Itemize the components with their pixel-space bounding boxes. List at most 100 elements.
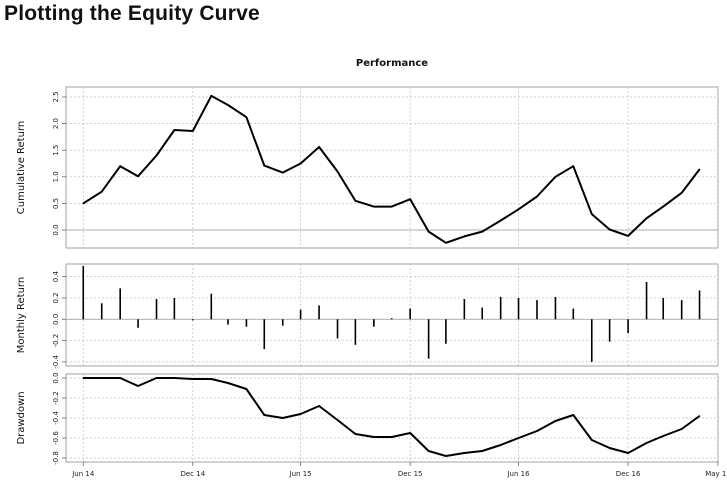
chart-title: Performance (356, 58, 428, 69)
data-point (481, 450, 484, 452)
data-point (517, 437, 520, 439)
data-point (137, 385, 139, 387)
data-point (481, 230, 484, 233)
data-point (536, 195, 538, 198)
data-point (155, 377, 158, 379)
data-point (192, 130, 194, 132)
y-tick-label: 0.2 (52, 292, 60, 303)
data-point (281, 171, 284, 174)
x-tick-label: May 17 (705, 470, 727, 478)
data-point (463, 452, 466, 454)
data-point (299, 413, 302, 415)
data-point (698, 415, 701, 417)
data-point (137, 175, 139, 178)
data-point (245, 116, 248, 119)
data-point (662, 205, 665, 208)
data-point (100, 377, 103, 379)
y-axis-title: Monthly Return (16, 277, 27, 353)
data-point (608, 228, 611, 231)
y-tick-label: -0.4 (52, 355, 60, 369)
data-point (354, 433, 357, 435)
data-point (409, 198, 411, 200)
x-axis: Jun 14 Dec 14 Jun 15 Dec 15 Jun 16 Dec 16 May … (71, 462, 727, 478)
data-point (627, 452, 629, 454)
data-point (210, 378, 213, 380)
data-point (336, 170, 339, 173)
y-tick-label: 1.0 (52, 171, 60, 182)
panel-frame (65, 263, 719, 367)
data-point (173, 377, 176, 379)
data-point (210, 95, 213, 97)
data-point (82, 202, 85, 205)
y-tick-label: -0.2 (52, 334, 60, 348)
page-title: Plotting the Equity Curve (4, 2, 260, 25)
y-tick-label: 2.0 (52, 118, 60, 129)
x-tick-label: Dec 15 (398, 470, 423, 478)
y-tick-label: 1.5 (52, 145, 60, 156)
data-point (409, 432, 411, 434)
data-point (82, 377, 85, 379)
data-point (590, 439, 593, 441)
y-tick-label: 0.5 (52, 198, 60, 209)
y-tick-label: 0.0 (52, 314, 60, 325)
data-point (608, 447, 611, 449)
x-tick-label: Jun 14 (71, 470, 95, 478)
data-point (445, 242, 447, 244)
data-point (645, 442, 648, 444)
data-point (119, 377, 121, 379)
y-axis-title: Cumulative Return (16, 121, 27, 214)
data-point (373, 436, 375, 438)
data-point (427, 450, 430, 452)
data-point (173, 129, 176, 131)
data-point (373, 205, 375, 208)
x-tick-label: Dec 16 (616, 470, 641, 478)
data-point (427, 230, 430, 233)
data-point (299, 162, 302, 165)
data-point (627, 235, 629, 237)
x-tick-label: Jun 15 (289, 470, 312, 478)
y-tick-label: -0.6 (52, 431, 60, 445)
data-point (318, 405, 320, 407)
data-point (572, 165, 575, 167)
data-point (390, 436, 393, 438)
y-tick-label: -0.8 (52, 451, 60, 465)
data-point (336, 419, 339, 421)
data-point (100, 190, 103, 193)
data-point (590, 213, 593, 215)
x-tick-label: Jun 16 (506, 470, 530, 478)
y-tick-label: 0.0 (52, 224, 60, 235)
data-point (680, 428, 683, 430)
data-point (354, 199, 357, 202)
data-point (662, 435, 665, 437)
data-point (698, 168, 701, 171)
panel-monthly: -0.4 -0.2 0.0 0.2 0.4 Monthly Return (16, 263, 719, 369)
x-tick-label: Dec 14 (180, 470, 205, 478)
data-point (227, 382, 229, 384)
data-point (445, 455, 447, 457)
data-point (554, 176, 557, 178)
data-point (119, 165, 121, 167)
data-point (499, 444, 502, 446)
panel-drawdown: 0.0 -0.2 -0.4 -0.6 -0.8 Drawdown (16, 372, 719, 465)
y-tick-label: 0.4 (52, 271, 60, 283)
data-point (245, 388, 248, 390)
data-point (554, 420, 557, 422)
data-point (263, 164, 266, 167)
data-point (281, 417, 284, 419)
data-point (517, 208, 520, 211)
panel-frame (65, 86, 719, 249)
data-point (263, 414, 266, 416)
series-line-drawdown (83, 377, 701, 457)
data-point (572, 414, 575, 416)
y-tick-label: -0.2 (52, 391, 60, 405)
y-tick-label: 2.5 (52, 91, 60, 102)
data-point (155, 154, 158, 157)
data-point (390, 205, 393, 208)
y-tick-label: 0.0 (52, 372, 60, 383)
data-point (680, 191, 683, 194)
data-point (536, 430, 538, 432)
data-point (227, 104, 229, 106)
y-axis-title: Drawdown (16, 391, 27, 444)
